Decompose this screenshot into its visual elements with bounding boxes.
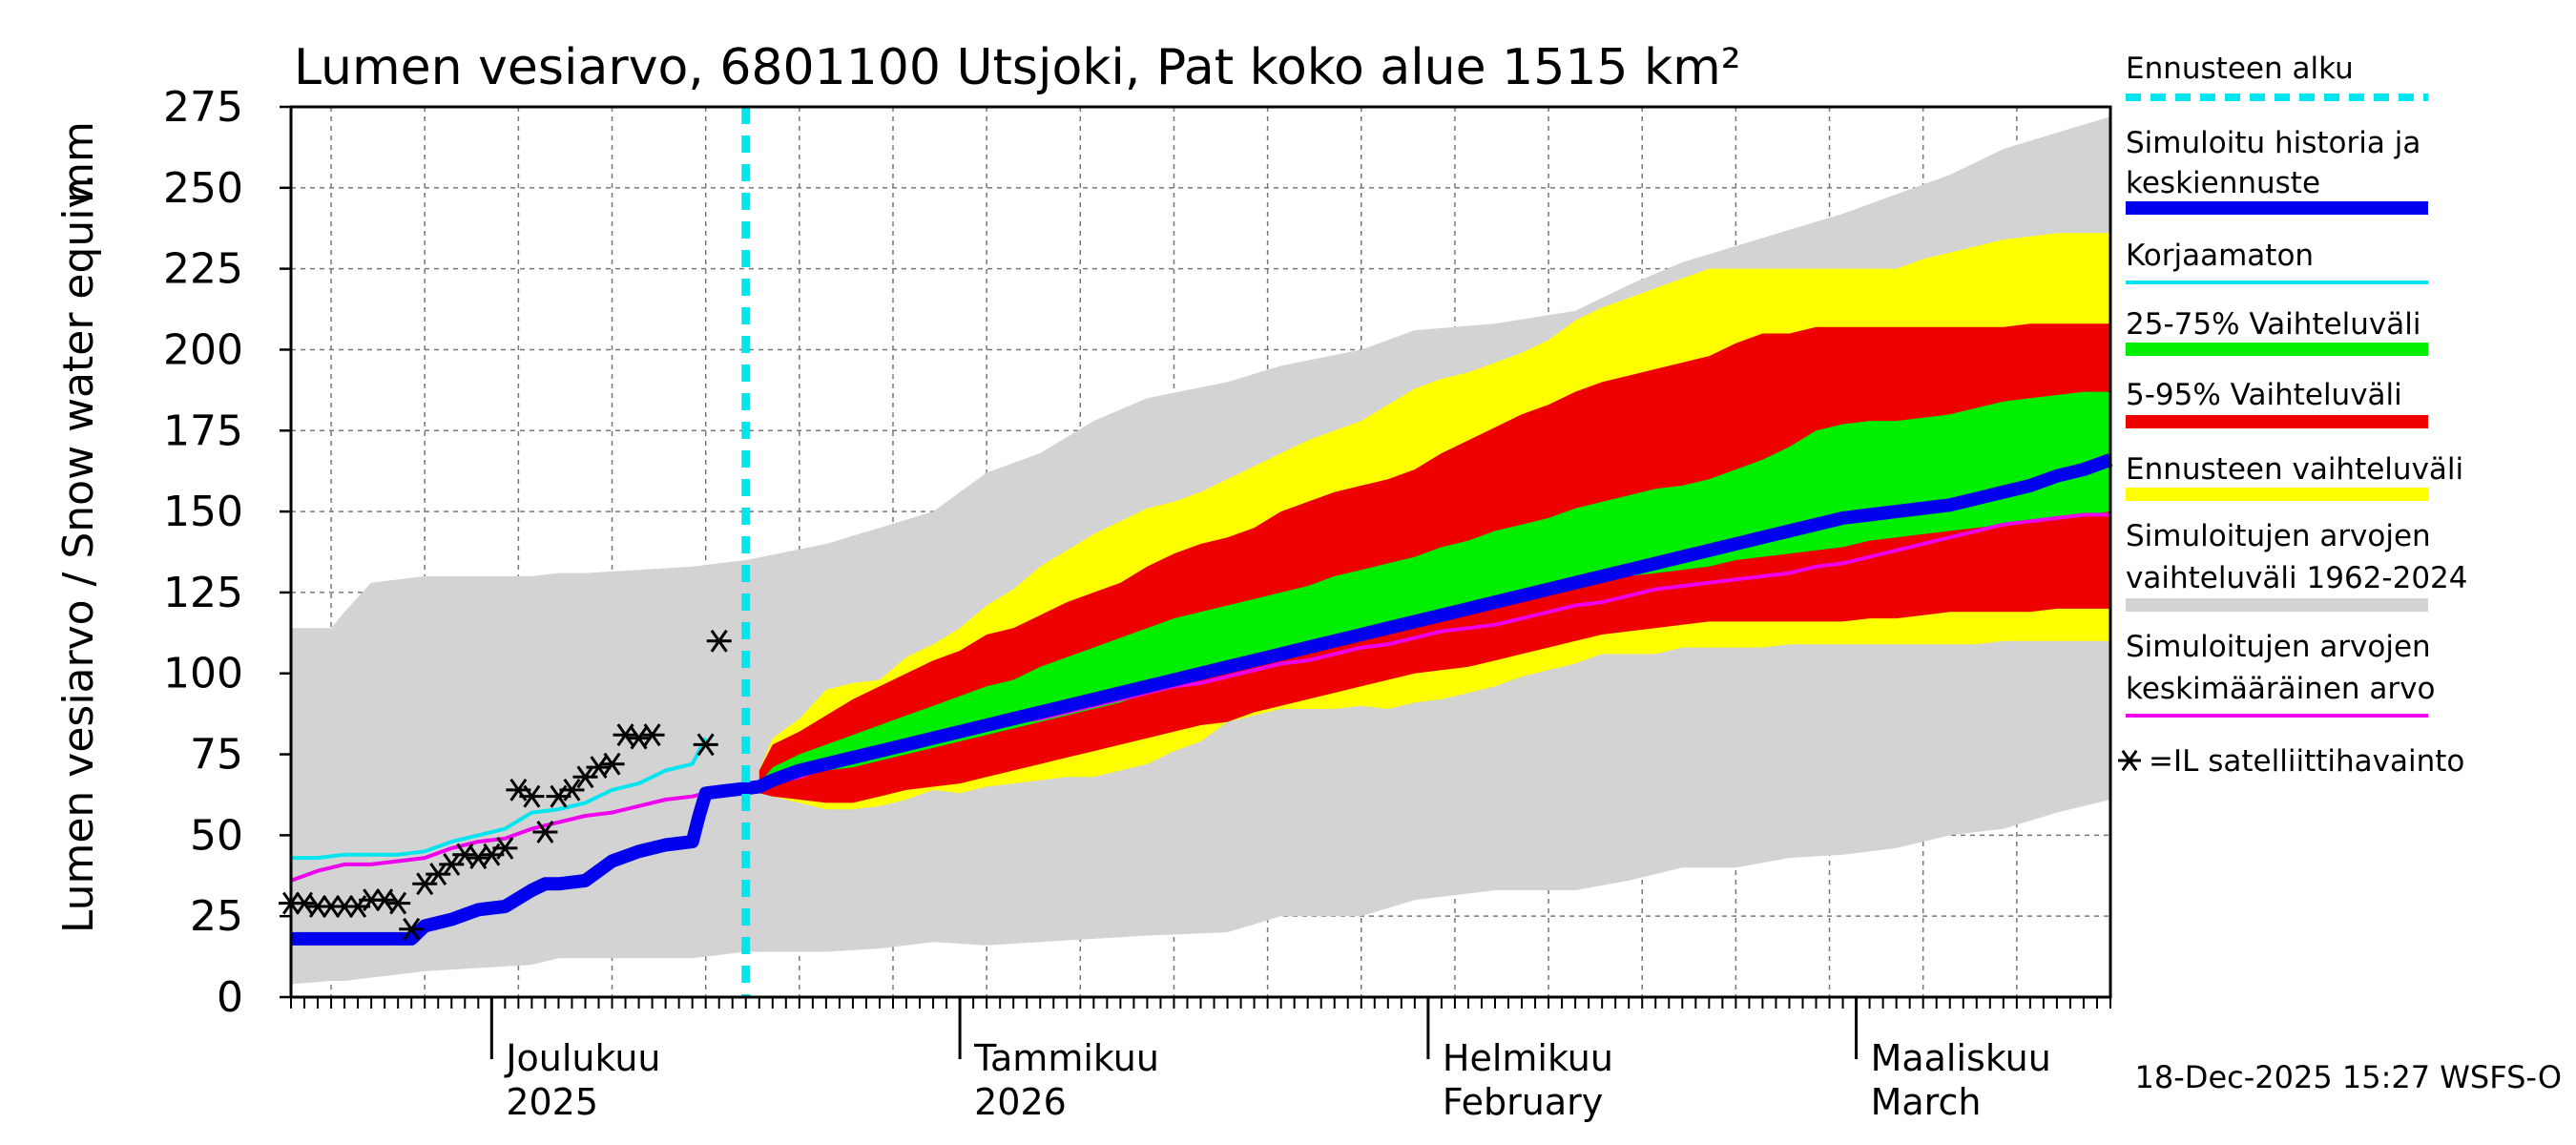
satellite-observation-point (452, 843, 478, 866)
star-stroke (576, 765, 594, 789)
satellite-observation-point (399, 917, 425, 941)
satellite-observation-point (626, 726, 652, 750)
line-4 (290, 512, 2110, 883)
legend-label: Ennusteen vaihteluväli (2126, 452, 2463, 487)
legend-item: 25-75% Vaihteluväli (2126, 307, 2428, 356)
y-tick-label: 0 (217, 973, 243, 1022)
legend-item: Simuloitujen arvojen keskimääräinen arvo (2126, 630, 2435, 718)
star-stroke (363, 888, 381, 912)
legend-label: 25-75% Vaihteluväli (2126, 307, 2421, 342)
satellite-observation-point (466, 846, 491, 870)
star-stroke (376, 888, 394, 912)
satellite-observation-point (586, 756, 612, 780)
star-stroke (336, 895, 354, 918)
legend: Ennusteen alku Simuloitu historia ja keski… (2118, 52, 2467, 779)
legend-item: Simuloitujen arvojen vaihteluväli 1962-20… (2126, 519, 2467, 612)
line-6 (291, 453, 2113, 946)
satellite-observation-point (372, 888, 398, 912)
x-month-label: Helmikuu (1443, 1037, 1613, 1079)
satellite-observation-point (385, 891, 411, 915)
y-tick-label: 200 (163, 325, 243, 374)
y-tick-label: 250 (163, 164, 243, 213)
x-month-label: Maaliskuu (1871, 1037, 2051, 1079)
satellite-observation-point (706, 629, 732, 653)
legend-label-line2: vaihteluväli 1962-2024 (2126, 561, 2467, 595)
x-year-label: 2026 (974, 1081, 1067, 1123)
satellite-observation-point (693, 733, 718, 757)
legend-label-line2: keskiennuste (2126, 166, 2320, 200)
x-month-label: Tammikuu (973, 1037, 1159, 1079)
star-stroke (295, 891, 314, 915)
legend-label: Simuloitu historia ja (2126, 126, 2420, 160)
star-stroke (603, 752, 621, 776)
y-tick-label: 100 (163, 650, 243, 698)
satellite-observation-point (492, 837, 518, 860)
star-stroke (416, 872, 434, 896)
star-stroke (563, 778, 581, 802)
y-tick-label: 225 (163, 245, 243, 294)
x-year-label: February (1443, 1081, 1603, 1123)
x-month-label: Joulukuu (504, 1037, 660, 1079)
legend-label: Ennusteen alku (2126, 52, 2354, 86)
legend-item: =IL satelliittihavainto (2118, 744, 2464, 779)
legend-label: Korjaamaton (2126, 239, 2314, 273)
star-stroke (443, 852, 461, 876)
star-stroke (509, 778, 528, 802)
x-year-label: March (1871, 1081, 1982, 1123)
satellite-observation-point (613, 723, 638, 747)
legend-label: Simuloitujen arvojen (2126, 630, 2431, 664)
star-stroke (456, 843, 474, 866)
chart-title: Lumen vesiarvo, 6801100 Utsjoki, Pat kok… (294, 39, 1741, 96)
satellite-observation-point (559, 778, 585, 802)
star-stroke (590, 756, 608, 780)
star-stroke (616, 723, 634, 747)
legend-item: Korjaamaton (2126, 239, 2428, 284)
legend-label-line2: keskimääräinen arvo (2126, 672, 2435, 706)
star-stroke (389, 891, 407, 915)
plot-frame (289, 105, 2112, 999)
satellite-observation-point (599, 752, 625, 776)
star-stroke (710, 629, 728, 653)
legend-label: 5-95% Vaihteluväli (2126, 378, 2402, 412)
satellite-observation-point (292, 891, 318, 915)
series (279, 107, 2113, 997)
star-stroke (496, 837, 514, 860)
y-tick-label: 175 (163, 406, 243, 455)
star-stroke (643, 723, 661, 747)
star-stroke (309, 895, 327, 918)
legend-item: Ennusteen vaihteluväli (2126, 452, 2463, 501)
star-stroke (630, 726, 648, 750)
footer-timestamp: 18-Dec-2025 15:27 WSFS-O (2135, 1059, 2562, 1095)
y-tick-label: 75 (190, 731, 243, 780)
y-tick-label: 275 (163, 83, 243, 132)
y-tick-label: 150 (163, 488, 243, 536)
axes: 0255075100125150175200225250275Joulukuu2… (163, 83, 2112, 1123)
y-axis-unit: mm (54, 121, 103, 203)
legend-star-icon (2121, 749, 2138, 772)
star-stroke (403, 917, 421, 941)
star-stroke (523, 784, 541, 808)
star-stroke (469, 846, 488, 870)
legend-label: Simuloitujen arvojen (2126, 519, 2431, 553)
y-tick-label: 25 (190, 892, 243, 941)
star-stroke (322, 895, 341, 918)
x-year-label: 2025 (506, 1081, 598, 1123)
y-tick-label: 125 (163, 569, 243, 617)
legend-item: Ennusteen alku (2126, 52, 2428, 101)
legend-label: =IL satelliittihavainto (2149, 744, 2464, 779)
satellite-observation-point (639, 723, 665, 747)
line-5 (291, 737, 708, 861)
star-stroke (429, 863, 447, 885)
satellite-observation-point (519, 784, 545, 808)
y-tick-label: 50 (190, 811, 243, 860)
star-stroke (696, 733, 715, 757)
y-axis-label: Lumen vesiarvo / Snow water equiv. (54, 174, 103, 933)
satellite-observation-point (532, 821, 558, 843)
band-3 (758, 391, 2110, 790)
legend-item: 5-95% Vaihteluväli (2126, 378, 2428, 428)
legend-item: Simuloitu historia ja keskiennuste (2126, 126, 2428, 215)
star-stroke (536, 821, 554, 843)
